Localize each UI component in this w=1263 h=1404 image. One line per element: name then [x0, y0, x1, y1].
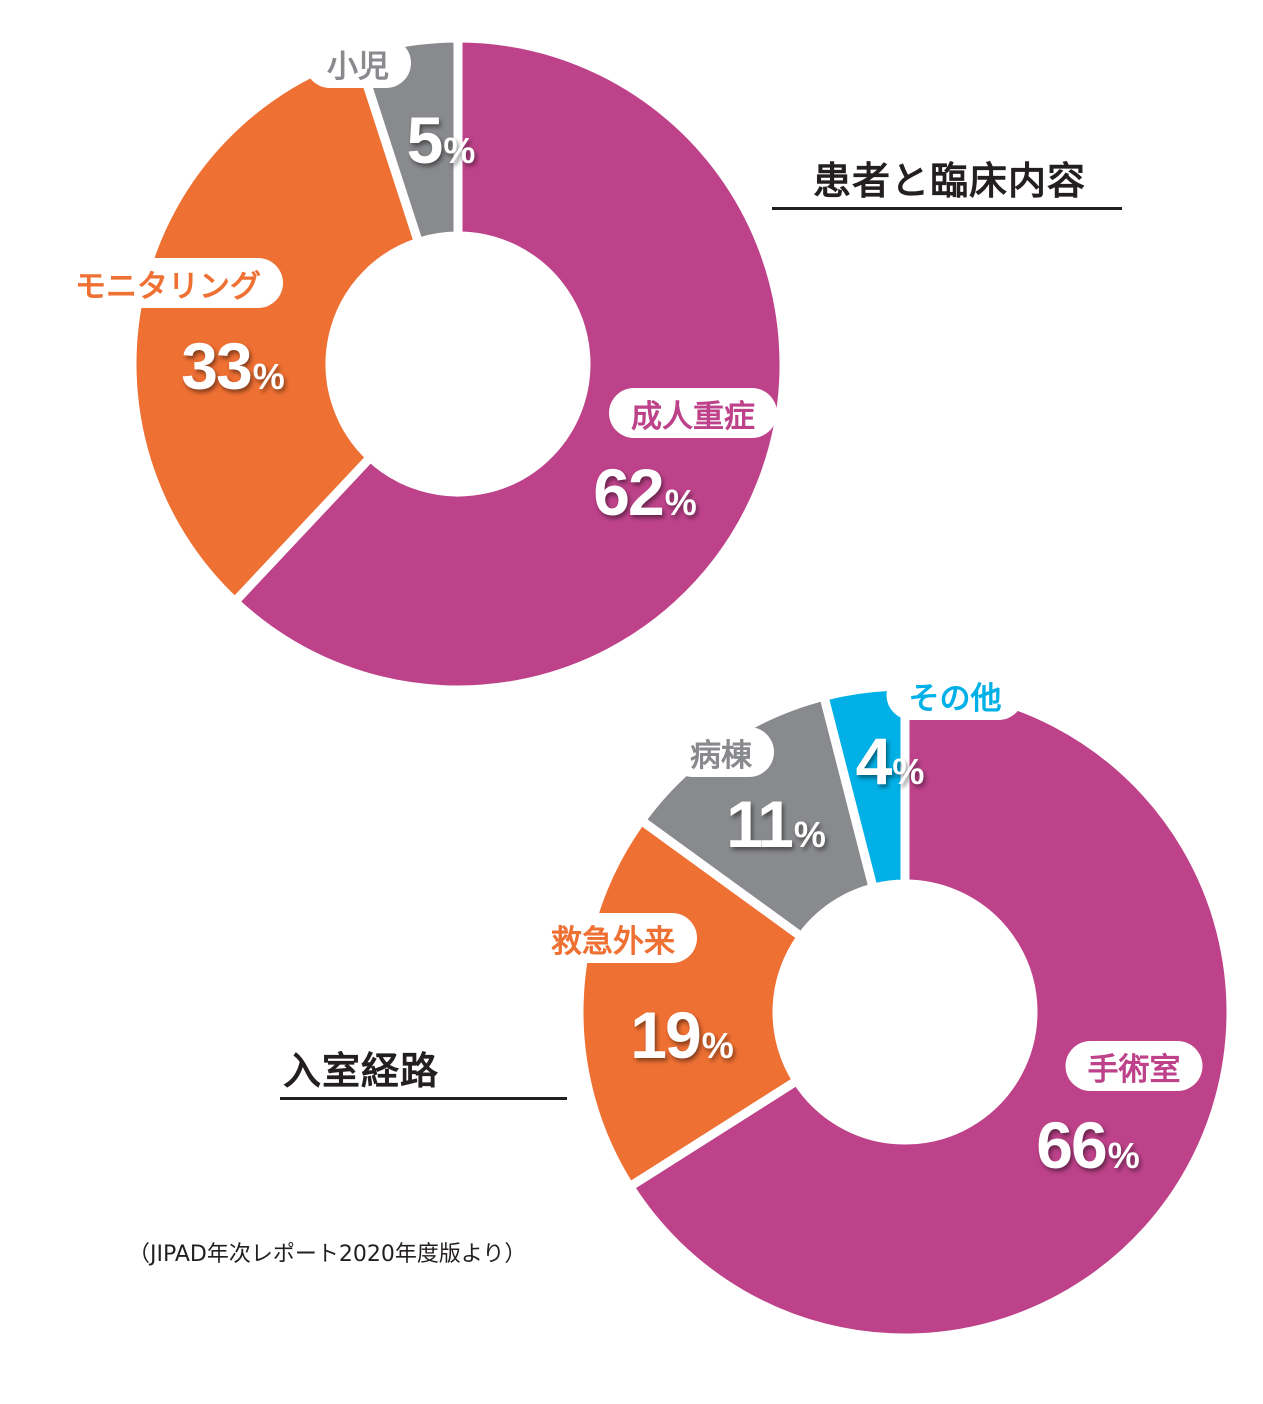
slice-operating-room [625, 681, 1236, 1343]
slice-value-pediatric: 5% [407, 107, 476, 173]
slice-value-number: 5 [406, 103, 444, 177]
slice-value-unit: % [793, 814, 826, 855]
slice-value-monitoring: 33% [181, 333, 284, 399]
slice-label-operating-room: 手術室 [1065, 1041, 1203, 1091]
slice-value-adult-critical: 62% [593, 459, 696, 525]
chart-title-patient-content: 患者と臨床内容 [813, 159, 1087, 203]
slice-label-adult-critical: 成人重症 [609, 388, 777, 438]
title-underline-admission-route [280, 1097, 567, 1100]
slice-value-number: 33 [181, 329, 252, 403]
slice-value-other: 4% [856, 728, 925, 794]
chart-title-admission-route: 入室経路 [283, 1049, 440, 1093]
slice-emergency [574, 815, 806, 1192]
slice-value-number: 11 [726, 787, 794, 861]
slice-value-number: 62 [593, 455, 664, 529]
slice-value-unit: % [892, 751, 925, 792]
slice-value-number: 66 [1036, 1108, 1107, 1182]
slice-value-unit: % [701, 1025, 734, 1066]
slice-value-unit: % [252, 356, 285, 397]
slice-label-ward: 病棟 [668, 727, 774, 777]
slice-value-unit: % [1107, 1135, 1140, 1176]
source-note: （JIPAD年次レポート2020年度版より） [128, 1242, 527, 1267]
slice-value-emergency: 19% [630, 1002, 733, 1068]
slice-label-emergency: 救急外来 [529, 913, 697, 963]
slice-value-operating-room: 66% [1036, 1112, 1139, 1178]
slice-label-monitoring: モニタリング [53, 258, 283, 308]
title-underline-patient-content [772, 207, 1122, 210]
slice-adult-critical [230, 33, 789, 695]
slice-value-number: 19 [630, 998, 701, 1072]
slice-label-other: その他 [886, 670, 1024, 720]
slice-value-ward: 11% [726, 791, 826, 857]
slice-value-number: 4 [855, 724, 893, 798]
slice-label-pediatric: 小児 [305, 38, 411, 88]
slice-value-unit: % [664, 482, 697, 523]
slice-monitoring [127, 49, 423, 607]
slice-value-unit: % [443, 130, 476, 171]
